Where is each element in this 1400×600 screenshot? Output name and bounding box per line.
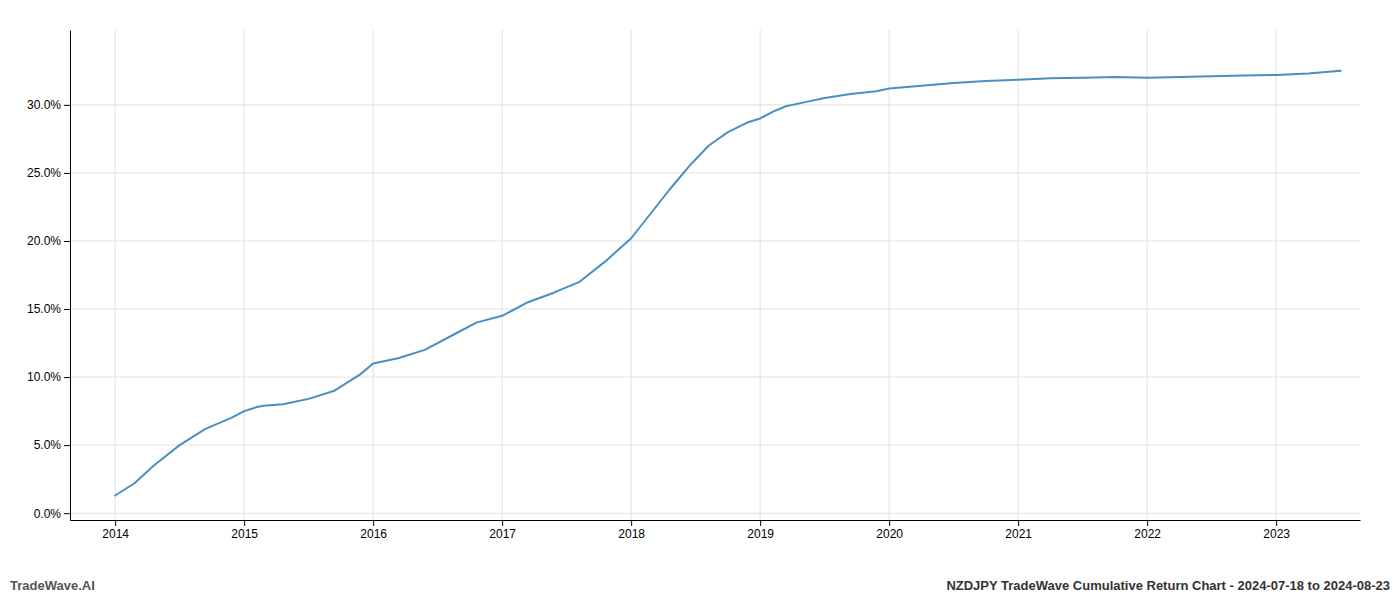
y-axis-line: [70, 31, 71, 521]
y-tick: 20.0%: [27, 234, 70, 248]
x-axis: 2014 2015 2016 2017 2018 2019 2020 2021 2022 2023: [71, 520, 1361, 541]
x-grid-line: [1276, 30, 1277, 520]
y-grid-line: [70, 513, 1360, 514]
plot-area: [115, 71, 1341, 496]
x-axis-line: [71, 520, 1361, 521]
x-tick: 2018: [618, 520, 645, 541]
x-tick-mark: [760, 520, 761, 526]
x-tick-mark: [1018, 520, 1019, 526]
x-tick-label: 2018: [618, 527, 645, 541]
y-tick-mark: [64, 309, 70, 310]
x-tick: 2023: [1263, 520, 1290, 541]
x-tick-label: 2015: [231, 527, 258, 541]
x-tick-mark: [244, 520, 245, 526]
x-grid-line: [1018, 30, 1019, 520]
y-tick-label: 25.0%: [27, 166, 61, 180]
x-tick: 2022: [1134, 520, 1161, 541]
x-grid-line: [889, 30, 890, 520]
y-tick-label: 30.0%: [27, 98, 61, 112]
y-tick: 10.0%: [27, 370, 70, 384]
x-tick-label: 2016: [360, 527, 387, 541]
chart-svg: 2014 2015 2016 2017 2018 2019 2020 2021 2022 2023…: [0, 0, 1400, 600]
x-tick-label: 2019: [747, 527, 774, 541]
x-grid-line: [631, 30, 632, 520]
y-tick: 30.0%: [27, 98, 70, 112]
chart-container: 2014 2015 2016 2017 2018 2019 2020 2021 2022 2023…: [0, 0, 1400, 600]
x-tick-label: 2022: [1134, 527, 1161, 541]
y-tick: 15.0%: [27, 302, 70, 316]
x-tick-mark: [502, 520, 503, 526]
y-grid-line: [70, 377, 1360, 378]
y-tick-label: 10.0%: [27, 370, 61, 384]
x-tick: 2019: [747, 520, 774, 541]
x-tick: 2014: [102, 520, 129, 541]
y-tick: 25.0%: [27, 166, 70, 180]
y-tick-mark: [64, 241, 70, 242]
x-tick: 2017: [489, 520, 516, 541]
y-tick-mark: [64, 445, 70, 446]
x-tick-label: 2020: [876, 527, 903, 541]
y-tick: 5.0%: [34, 438, 70, 452]
grid: [70, 30, 1360, 520]
x-grid-line: [760, 30, 761, 520]
x-tick-label: 2023: [1263, 527, 1290, 541]
footer-left-label: TradeWave.AI: [10, 578, 95, 593]
y-axis: 0.0% 5.0% 10.0% 15.0% 20.0% 25.0% 30.0%: [27, 31, 71, 521]
x-tick-mark: [1276, 520, 1277, 526]
y-tick-mark: [64, 173, 70, 174]
x-tick-mark: [889, 520, 890, 526]
x-tick-label: 2021: [1005, 527, 1032, 541]
x-tick-mark: [373, 520, 374, 526]
y-grid-line: [70, 172, 1360, 173]
x-tick: 2020: [876, 520, 903, 541]
y-tick-label: 5.0%: [34, 438, 62, 452]
x-grid-line: [373, 30, 374, 520]
y-tick-mark: [64, 105, 70, 106]
x-tick: 2015: [231, 520, 258, 541]
y-tick-mark: [64, 513, 70, 514]
x-tick-mark: [1147, 520, 1148, 526]
return-line: [115, 71, 1341, 496]
y-tick-label: 20.0%: [27, 234, 61, 248]
y-grid-line: [70, 445, 1360, 446]
x-tick-mark: [115, 520, 116, 526]
x-grid-line: [244, 30, 245, 520]
y-tick-label: 15.0%: [27, 302, 61, 316]
x-tick-label: 2014: [102, 527, 129, 541]
y-tick: 0.0%: [34, 507, 70, 521]
y-grid-line: [70, 104, 1360, 105]
y-tick-mark: [64, 377, 70, 378]
y-grid-line: [70, 240, 1360, 241]
x-tick: 2016: [360, 520, 387, 541]
x-tick: 2021: [1005, 520, 1032, 541]
y-tick-label: 0.0%: [34, 507, 62, 521]
x-tick-label: 2017: [489, 527, 516, 541]
footer: TradeWave.AI NZDJPY TradeWave Cumulative …: [10, 578, 1390, 593]
x-grid-line: [502, 30, 503, 520]
x-tick-mark: [631, 520, 632, 526]
y-grid-line: [70, 309, 1360, 310]
x-grid-line: [115, 30, 116, 520]
x-grid-line: [1147, 30, 1148, 520]
chart-title: NZDJPY TradeWave Cumulative Return Chart…: [946, 578, 1390, 593]
